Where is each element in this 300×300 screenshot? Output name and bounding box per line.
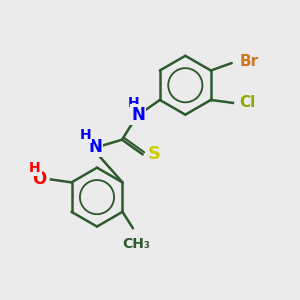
Text: Cl: Cl <box>239 95 256 110</box>
Text: S: S <box>148 146 161 164</box>
Text: CH₃: CH₃ <box>122 237 150 251</box>
Text: O: O <box>32 170 46 188</box>
Text: N: N <box>88 138 102 156</box>
Text: Br: Br <box>240 54 259 69</box>
Text: H: H <box>128 96 139 110</box>
Text: H: H <box>29 161 40 175</box>
Text: N: N <box>131 106 145 124</box>
Text: H: H <box>80 128 91 142</box>
